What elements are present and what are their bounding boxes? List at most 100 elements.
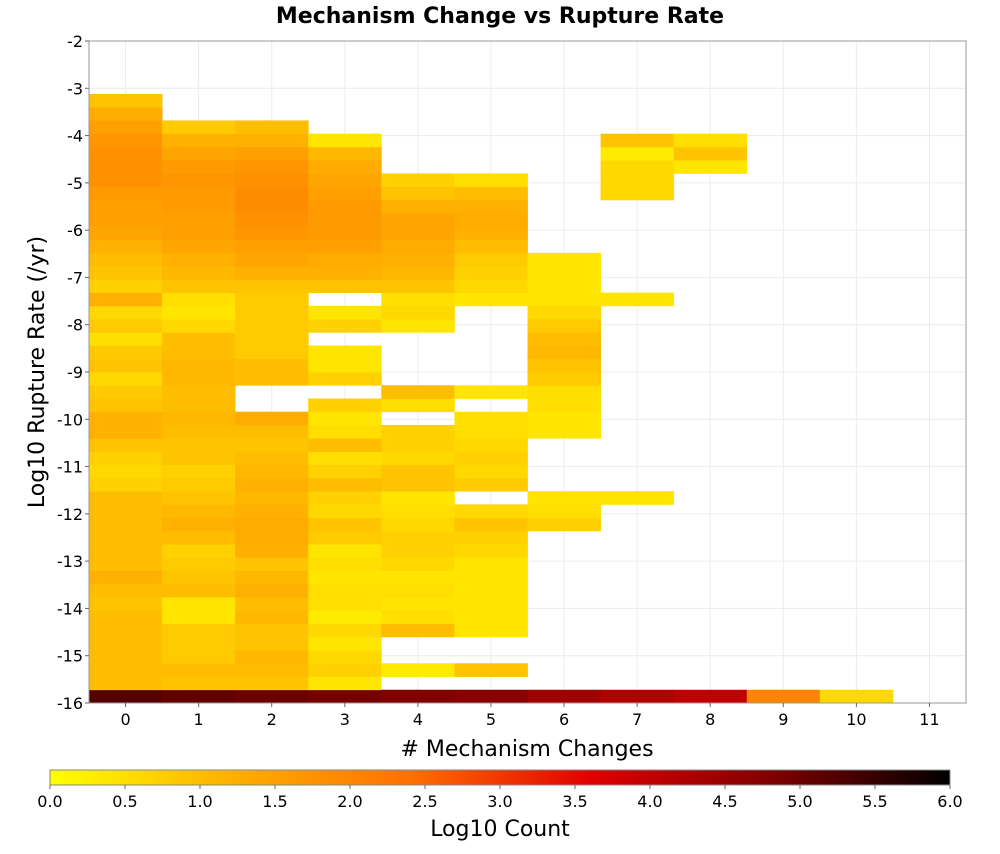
heatmap-cell [89,504,163,519]
heatmap-cell [235,279,309,293]
heatmap-cell [381,530,455,545]
heatmap-cell [454,477,528,492]
heatmap-cell [527,305,601,320]
heatmap-cell [600,146,675,161]
x-tick-label: 2 [267,710,277,729]
heatmap-cell [746,689,821,704]
heatmap-cell [308,623,382,638]
heatmap-cell [162,358,236,373]
heatmap-cell [89,358,163,373]
heatmap-cell [162,332,236,346]
y-tick-label: -10 [57,410,83,429]
colorbar-ticks: 0.0 0.5 1.0 1.5 2.0 2.5 3.0 3.5 4.0 4.5 5.0 5.5 6.0 [37,785,963,811]
heatmap-cell [162,133,236,148]
y-axis-ticks: -2 -3 -4 -5 -6 -7 -8 -9 -10 -11 -12 -13 -14 -15 -16 [57,32,89,713]
colorbar-tick-label: 4.5 [712,792,737,811]
colorbar-tick-label: 1.5 [262,792,287,811]
heatmap-cell [673,160,748,174]
heatmap-cell [89,239,163,254]
heatmap-cell [454,252,528,267]
heatmap-cell [235,424,309,439]
heatmap-cell [308,636,382,651]
heatmap-cell [381,583,455,598]
heatmap-cell [454,689,528,704]
heatmap-cell [162,491,236,505]
heatmap-cell [600,186,675,201]
heatmap-cell [308,477,382,492]
colorbar-tick-label: 5.5 [862,792,887,811]
x-tick-label: 4 [413,710,423,729]
heatmap-cell [454,517,528,532]
colorbar [49,769,951,786]
heatmap-cell [235,266,309,280]
heatmap-cell [235,345,309,360]
heatmap-cell [454,438,528,452]
y-tick-label: -14 [57,599,83,618]
heatmap-cell [162,557,236,571]
heatmap-cell [162,372,236,386]
heatmap-cell [162,411,236,426]
heatmap-cell [308,491,382,505]
colorbar-tick-label: 2.0 [337,792,362,811]
heatmap-cell [235,650,309,664]
heatmap-cell [235,438,309,452]
heatmap-cell [381,464,455,479]
heatmap-cell [235,213,309,227]
heatmap-cell [162,305,236,320]
heatmap-cell [89,398,163,413]
heatmap-cell [527,279,601,293]
heatmap-cell [89,689,163,704]
heatmap-cell [89,650,163,664]
heatmap-cell [162,160,236,174]
heatmap-cell [162,239,236,254]
heatmap-cell [162,676,236,691]
heatmap-cell [308,570,382,585]
y-tick-label: -6 [67,221,83,240]
heatmap-cell [89,491,163,505]
heatmap-cell [235,239,309,254]
heatmap-cell [527,252,601,267]
heatmap-cell [308,504,382,519]
heatmap-cell [89,266,163,280]
heatmap-cell [162,120,236,135]
heatmap-cell [673,146,748,161]
heatmap-cell [454,663,528,677]
heatmap-cell [600,133,675,148]
heatmap-cell [89,186,163,201]
heatmap-cell [235,358,309,373]
heatmap-cell [235,252,309,267]
heatmap-cell [235,557,309,571]
heatmap-cell [235,226,309,240]
x-axis-ticks: 0 1 2 3 4 5 6 7 8 9 10 11 [120,703,940,729]
heatmap-cell [162,663,236,677]
heatmap-cell [600,689,675,704]
heatmap-cell [381,398,455,413]
heatmap-cell [235,186,309,201]
heatmap-cell [235,319,309,333]
heatmap-cell [89,213,163,227]
heatmap-cell [162,213,236,227]
heatmap-cell [600,160,675,174]
heatmap-cell [89,583,163,598]
heatmap-cell [162,279,236,293]
colorbar-tick-label: 0.0 [37,792,62,811]
heatmap-cell [235,477,309,492]
heatmap-cell [89,345,163,360]
heatmap-cell [454,530,528,545]
heatmap-cell [89,517,163,532]
heatmap-cell [162,597,236,611]
heatmap-cell [381,319,455,333]
heatmap-cell [600,491,675,505]
heatmap-cell [89,438,163,452]
heatmap-cell [235,597,309,611]
heatmap-cell [162,689,236,704]
heatmap-cell [527,411,601,426]
heatmap-cell [454,213,528,227]
heatmap-cell [89,319,163,333]
heatmap-cell [235,491,309,505]
colorbar-tick-label: 5.0 [787,792,812,811]
heatmap-cell [308,213,382,227]
y-tick-label: -8 [67,316,83,335]
heatmap-cell [381,305,455,320]
